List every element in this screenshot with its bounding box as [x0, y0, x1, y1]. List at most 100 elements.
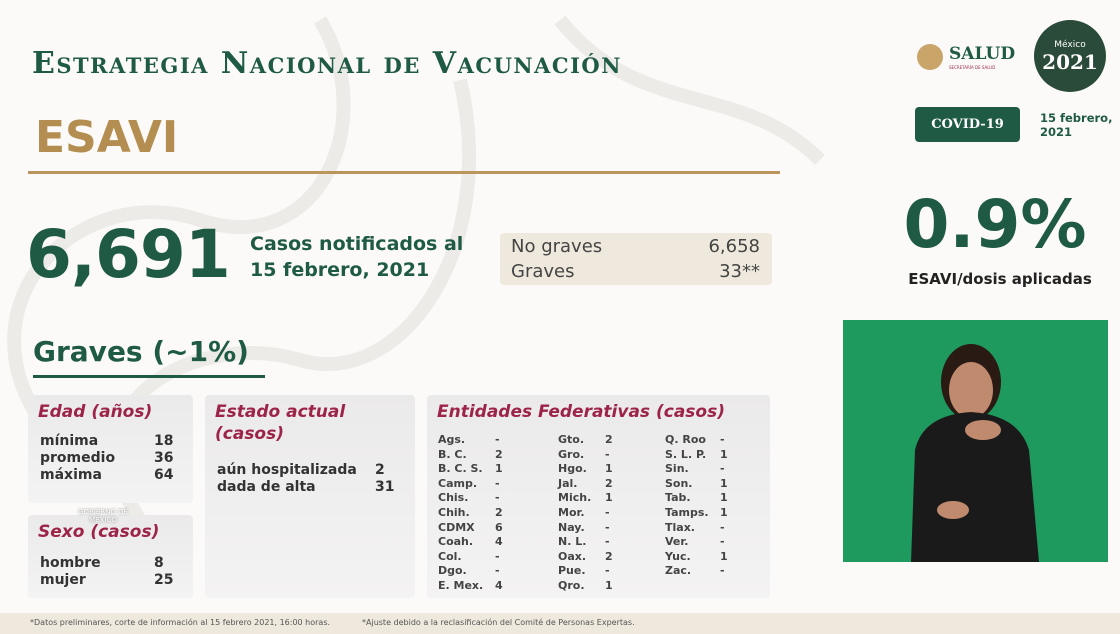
state-value: 2	[605, 433, 613, 446]
state-value: 2	[605, 549, 613, 563]
state-name: E. Mex.	[438, 579, 484, 592]
section-title: Sexo (casos)	[38, 522, 160, 542]
state-name: Zac.	[665, 564, 692, 578]
row-value: 31	[375, 479, 395, 495]
state-value: -	[495, 491, 500, 505]
state-value: 1	[720, 476, 728, 490]
state-value: -	[720, 564, 725, 578]
state-value: 4	[495, 535, 503, 549]
state-name: Hgo.	[558, 462, 587, 476]
state-value: -	[720, 462, 725, 476]
state-value: 1	[720, 549, 728, 563]
salud-sub: SECRETARÍA DE SALUD	[949, 65, 996, 70]
state-value: 2	[605, 476, 613, 490]
row-label: hombre	[40, 555, 101, 571]
edad-box: Edad (años) mínima 18 promedio 36 máxima 64	[28, 395, 193, 503]
row-value: 8	[154, 555, 164, 571]
state-name: Chis.	[438, 491, 469, 505]
summary-label: No graves	[511, 236, 603, 257]
state-name: Q. Roo	[665, 433, 706, 446]
sexo-box: Sexo (casos) hombre 8 mujer 25	[28, 515, 193, 598]
state-name: Dgo.	[438, 564, 467, 578]
state-value: 1	[720, 447, 728, 461]
row-label: mínima	[40, 433, 99, 449]
salud-text: SALUD	[949, 44, 1016, 64]
summary-box: No graves 6,658 Graves 33**	[500, 233, 772, 285]
row-value: 25	[154, 572, 174, 588]
state-name: Pue.	[558, 564, 586, 578]
state-name: Yuc.	[665, 549, 691, 563]
state-name: Ags.	[438, 433, 466, 446]
summary-value: 6,658	[708, 236, 760, 257]
state-value: -	[720, 535, 725, 549]
state-value: 1	[605, 462, 613, 476]
year: 2021	[1042, 50, 1098, 74]
state-value: -	[605, 520, 610, 534]
section-title: Edad (años)	[38, 402, 153, 422]
ratio: 0.9%	[903, 186, 1087, 263]
year-top: México	[1054, 40, 1086, 50]
state-value: -	[720, 433, 725, 446]
row-label: dada de alta	[217, 479, 316, 495]
row-value: 18	[154, 433, 174, 449]
state-name: Coah.	[438, 535, 474, 549]
state-name: Gro.	[558, 447, 585, 461]
state-name: Qro.	[558, 579, 585, 592]
state-value: -	[605, 535, 610, 549]
interpreter-video	[843, 320, 1108, 562]
state-value: 1	[720, 491, 728, 505]
section-title: Entidades Federativas (casos)	[437, 402, 725, 422]
entidades-box: Entidades Federativas (casos) Ags. - B. C. 2…	[427, 395, 770, 598]
state-name: Camp.	[438, 476, 478, 490]
covid-badge: COVID-19	[915, 107, 1020, 142]
state-value: -	[495, 549, 500, 563]
caption: Casos notificados al 15 febrero, 2021	[250, 233, 464, 281]
row-value: 36	[154, 450, 174, 466]
state-value: -	[605, 447, 610, 461]
state-value: 2	[495, 506, 503, 519]
state-name: Tab.	[665, 491, 691, 505]
row-label: promedio	[40, 450, 116, 466]
state-value: 1	[720, 506, 728, 519]
state-value: -	[605, 564, 610, 578]
state-value: -	[495, 476, 500, 490]
state-value: -	[495, 433, 500, 446]
state-name: Nay.	[558, 520, 585, 534]
row-label: mujer	[40, 572, 86, 588]
state-name: N. L.	[558, 535, 587, 549]
state-name: Son.	[665, 476, 693, 490]
graves-heading: Graves (~1%)	[33, 335, 249, 368]
year-logo: México 2021	[1034, 20, 1106, 92]
state-name: Sin.	[665, 462, 689, 476]
estado-box: Estado actual (casos) aún hospitalizada 2 d…	[205, 395, 415, 598]
row-label: máxima	[40, 467, 102, 483]
state-value: 1	[605, 491, 613, 505]
state-value: 4	[495, 579, 503, 592]
state-name: Gto.	[558, 433, 585, 446]
state-name: B. C.	[438, 447, 467, 461]
summary-value: 33**	[719, 261, 760, 282]
state-name: Chih.	[438, 506, 470, 519]
ratio-label: ESAVI/dosis aplicadas	[908, 270, 1092, 288]
state-name: Tamps.	[665, 506, 709, 519]
state-name: Oax.	[558, 549, 587, 563]
emblem	[917, 44, 943, 70]
state-value: 2	[495, 447, 503, 461]
summary-label: Graves	[511, 261, 575, 282]
state-value: 1	[495, 462, 503, 476]
state-name: CDMX	[438, 520, 475, 534]
state-name: B. C. S.	[438, 462, 483, 476]
salud-logo: SALUD SECRETARÍA DE SALUD	[915, 42, 1020, 74]
state-name: Jal.	[558, 476, 578, 490]
state-name: Mich.	[558, 491, 592, 505]
gobierno-logo: GOBIERNO DE MÉXICO	[78, 508, 128, 524]
footer	[0, 613, 1120, 634]
state-name: Mor.	[558, 506, 585, 519]
state-name: Tlax.	[665, 520, 695, 534]
row-value: 64	[154, 467, 174, 483]
row-label: aún hospitalizada	[217, 462, 357, 478]
state-value: -	[720, 520, 725, 534]
state-value: 1	[605, 579, 613, 592]
state-value: 6	[495, 520, 503, 534]
